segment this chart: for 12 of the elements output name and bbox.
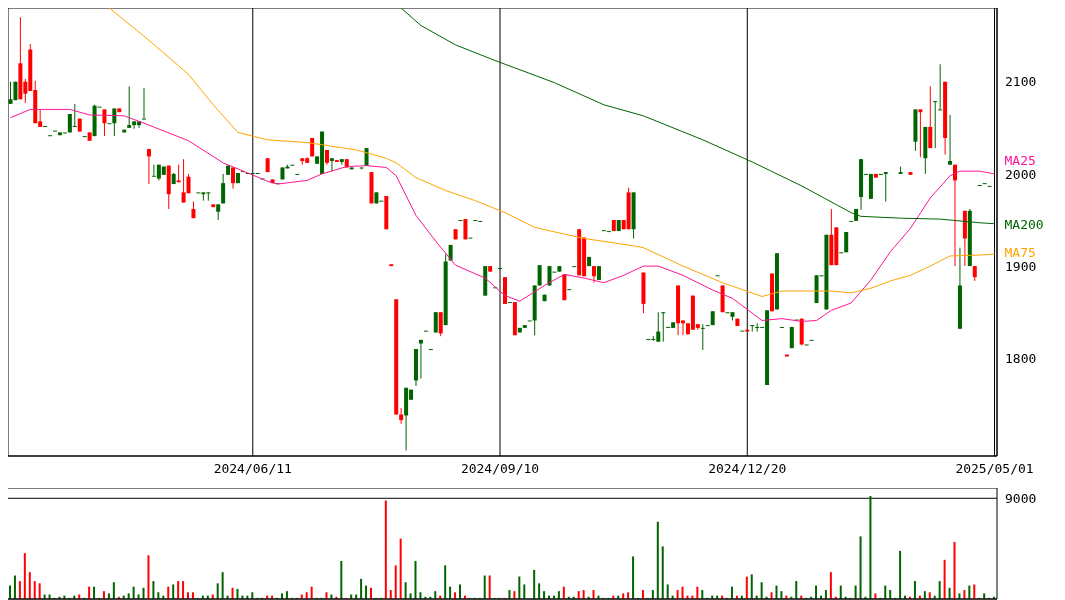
x-tick-label: 2024/12/20 bbox=[708, 461, 787, 477]
series-label: MA200 bbox=[1004, 216, 1044, 232]
x-tick-label: 2025/05/01 bbox=[955, 461, 1034, 477]
y-tick-label: 1800 bbox=[1005, 350, 1037, 366]
series-label: MA25 bbox=[1004, 152, 1036, 168]
series-label: MA75 bbox=[1004, 245, 1036, 261]
y-tick-label: 2100 bbox=[1005, 74, 1037, 90]
x-tick-label: 2024/09/10 bbox=[460, 461, 540, 477]
x-tick-label: 2024/06/11 bbox=[213, 461, 292, 477]
y-tick-label: 2000 bbox=[1005, 166, 1037, 182]
y-tick-label: 9000 bbox=[1005, 490, 1037, 506]
y-tick-label: 1900 bbox=[1005, 258, 1037, 274]
